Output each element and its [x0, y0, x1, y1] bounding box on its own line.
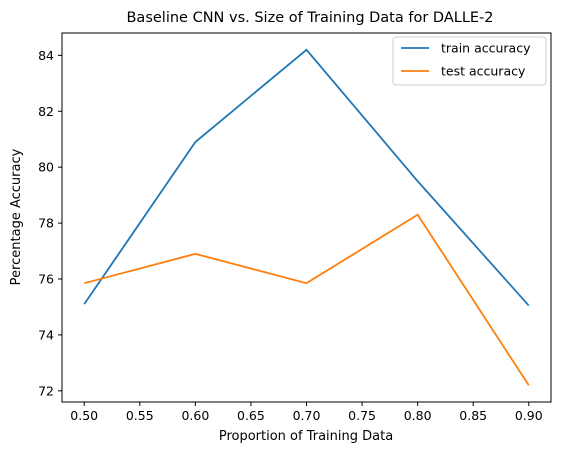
x-axis: 0.50 0.55 0.60 0.65 0.70 0.75 0.80 0.85 0.90 — [70, 402, 543, 423]
series-line-test — [84, 213, 530, 386]
x-tick-label: 0.80 — [404, 408, 432, 423]
x-tick-label: 0.60 — [181, 408, 209, 423]
legend-box — [392, 36, 547, 86]
y-tick-label: 82 — [38, 104, 54, 119]
y-axis: 72 74 76 78 80 82 84 — [38, 48, 62, 398]
y-tick-label: 72 — [38, 383, 54, 398]
chart-title: Baseline CNN vs. Size of Training Data f… — [126, 10, 493, 26]
x-axis-label: Proportion of Training Data — [219, 429, 393, 444]
legend-label-train: train accuracy — [441, 41, 531, 56]
y-tick-label: 74 — [38, 327, 54, 342]
y-axis-label: Percentage Accuracy — [9, 148, 24, 285]
series-line-train — [83, 48, 530, 307]
plot-area — [62, 33, 551, 402]
y-tick-label: 80 — [38, 160, 54, 175]
x-tick-label: 0.90 — [515, 408, 543, 423]
y-tick-label: 84 — [38, 48, 54, 63]
x-tick-label: 0.70 — [293, 408, 321, 423]
legend-label-test: test accuracy — [441, 64, 526, 79]
legend: train accuracy test accuracy — [392, 36, 547, 86]
y-tick-label: 76 — [38, 272, 54, 287]
y-tick-label: 78 — [38, 216, 54, 231]
x-tick-label: 0.55 — [126, 408, 154, 423]
x-tick-label: 0.65 — [237, 408, 265, 423]
x-tick-label: 0.85 — [459, 408, 487, 423]
x-tick-label: 0.75 — [348, 408, 376, 423]
x-tick-label: 0.50 — [70, 408, 98, 423]
series-lines — [83, 48, 530, 386]
